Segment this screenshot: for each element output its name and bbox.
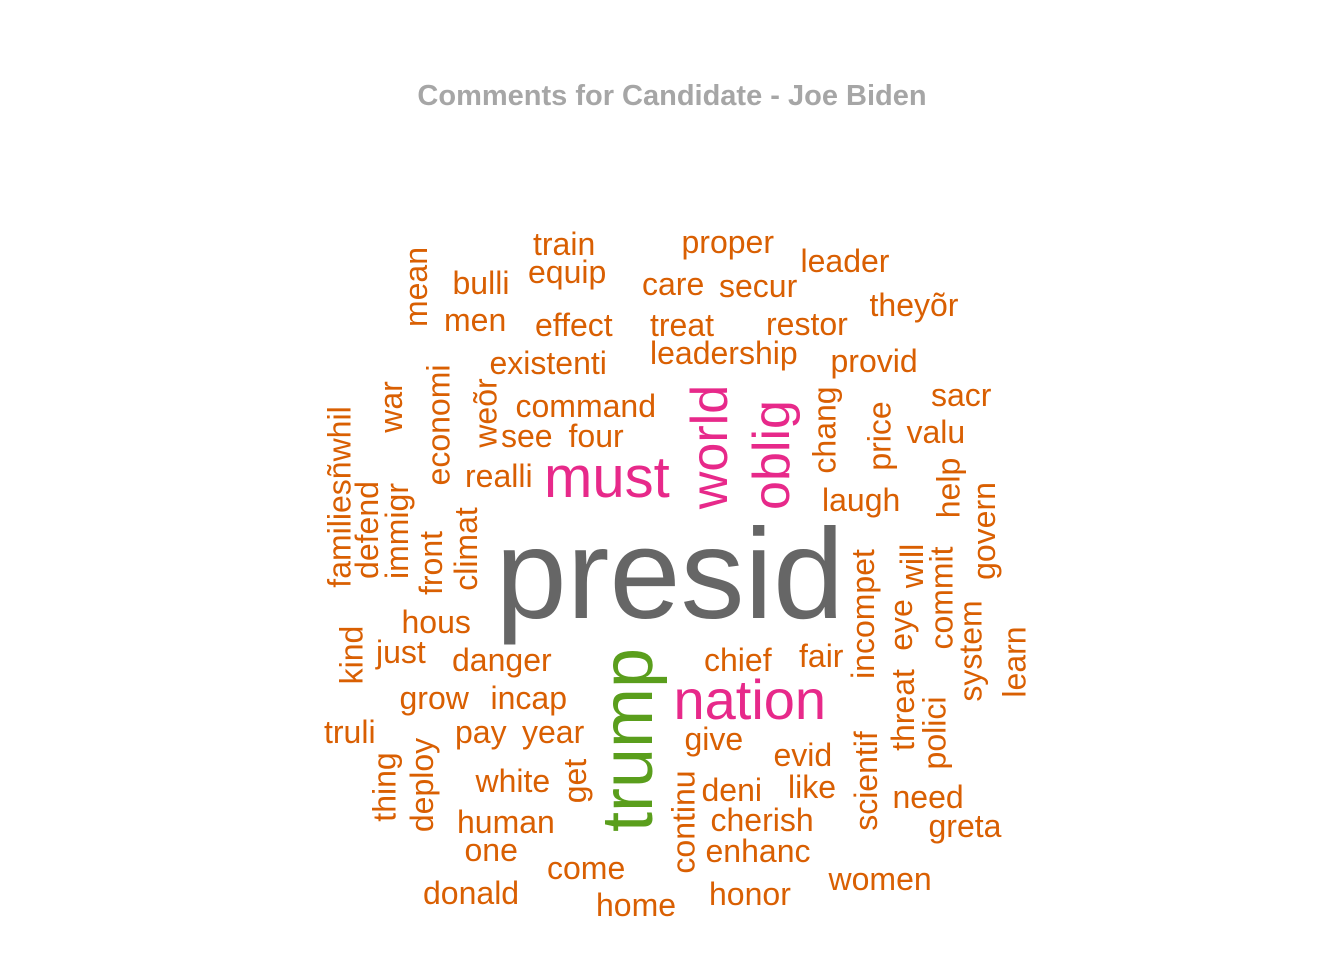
word-deni: deni xyxy=(701,772,763,808)
word-proper: proper xyxy=(681,224,775,260)
word-thing: thing xyxy=(366,752,403,822)
word-train: train xyxy=(533,226,596,262)
chart-title: Comments for Candidate - Joe Biden xyxy=(417,80,927,112)
word-chief: chief xyxy=(704,642,772,678)
word-leadership: leadership xyxy=(650,335,798,371)
word-scientif: scientif xyxy=(847,731,884,831)
word-learn: learn xyxy=(996,626,1033,698)
word-just: just xyxy=(376,634,426,670)
word-climat: climat xyxy=(447,507,484,591)
word-sacr: sacr xyxy=(931,377,992,413)
word-trump: trump xyxy=(588,647,669,833)
word-valu: valu xyxy=(906,414,966,450)
word-world: world xyxy=(681,384,740,510)
word-provid: provid xyxy=(830,343,918,379)
word-danger: danger xyxy=(452,642,552,678)
word-greta: greta xyxy=(928,808,1002,844)
word-honor: honor xyxy=(709,876,791,912)
word-care: care xyxy=(642,266,705,302)
word-donald: donald xyxy=(423,875,520,911)
word-four: four xyxy=(568,418,624,454)
word-nation: nation xyxy=(673,668,827,731)
word-need: need xyxy=(892,779,964,815)
word-effect: effect xyxy=(535,307,613,343)
word-fair: fair xyxy=(799,638,844,674)
word-white: white xyxy=(475,763,551,799)
word-continu: continu xyxy=(665,770,702,874)
word-front: front xyxy=(413,530,450,596)
word-govern: govern xyxy=(965,482,1002,580)
word-leader: leader xyxy=(800,243,890,279)
word-year: year xyxy=(522,714,585,750)
word-help: help xyxy=(929,457,966,519)
word-deploy: deploy xyxy=(404,737,441,833)
word-one: one xyxy=(464,832,518,868)
word-laugh: laugh xyxy=(822,482,901,518)
word-eye: eye xyxy=(882,599,919,651)
word-defend: defend xyxy=(348,481,385,579)
word-war: war xyxy=(372,381,409,433)
word-get: get xyxy=(557,758,594,804)
word-system: system xyxy=(952,600,989,702)
word-see: see xyxy=(501,418,553,454)
word-threat: threat xyxy=(884,669,921,751)
word-existenti: existenti xyxy=(489,345,607,381)
word-men: men xyxy=(444,302,507,338)
word-presid: presid xyxy=(495,503,845,646)
word-theyõr: theyõr xyxy=(869,287,959,323)
word-secur: secur xyxy=(719,268,798,304)
word-pay: pay xyxy=(455,714,507,750)
word-bulli: bulli xyxy=(452,265,510,301)
word-command: command xyxy=(515,388,657,424)
word-must: must xyxy=(544,445,670,510)
word-give: give xyxy=(684,721,744,757)
word-home: home xyxy=(596,887,677,923)
word-truli: truli xyxy=(324,714,376,750)
word-kind: kind xyxy=(332,625,369,685)
word-realli: realli xyxy=(465,458,533,494)
word-like: like xyxy=(788,769,837,805)
word-restor: restor xyxy=(766,306,848,342)
word-mean: mean xyxy=(398,246,435,328)
word-cherish: cherish xyxy=(710,802,814,838)
word-incap: incap xyxy=(490,680,568,716)
word-immigr: immigr xyxy=(378,483,415,579)
word-human: human xyxy=(457,804,555,840)
word-treat: treat xyxy=(650,307,715,343)
word-women: women xyxy=(828,861,932,897)
word-weõr: weõr xyxy=(467,378,504,448)
word-economi: economi xyxy=(419,364,456,486)
word-come: come xyxy=(547,850,626,886)
word-grow: grow xyxy=(399,680,469,716)
word-price: price xyxy=(861,401,898,471)
word-oblig: oblig xyxy=(742,400,801,510)
word-polici: polici xyxy=(915,696,952,770)
word-chang: chang xyxy=(806,386,843,474)
word-hous: hous xyxy=(401,604,471,640)
word-incompet: incompet xyxy=(844,549,881,679)
word-enhanc: enhanc xyxy=(705,833,811,869)
word-equip: equip xyxy=(528,254,607,290)
word-evid: evid xyxy=(773,737,833,773)
